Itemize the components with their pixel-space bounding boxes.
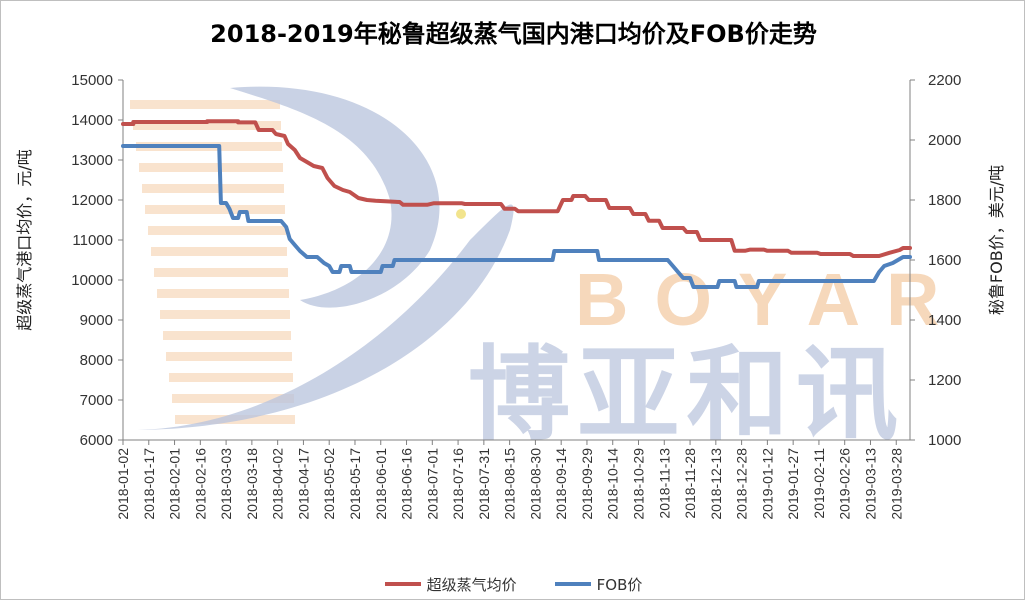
- x-tick-label: 2018-03-18: [244, 448, 260, 520]
- x-tick-label: 2019-02-11: [811, 448, 827, 519]
- x-tick-label: 2018-12-13: [708, 448, 724, 520]
- y-left-tick-label: 8000: [80, 352, 113, 369]
- x-tick-label: 2018-05-02: [321, 448, 337, 520]
- x-tick-label: 2018-09-14: [553, 448, 569, 520]
- legend-label-fob: FOB价: [596, 575, 643, 594]
- y-left-tick-label: 12000: [71, 192, 113, 209]
- x-tick-label: 2018-07-31: [476, 448, 492, 520]
- y-right-tick-label: 2000: [928, 132, 961, 149]
- watermark-brand-cn: 博亚和讯: [468, 336, 898, 455]
- chart-title: 2018-2019年秘鲁超级蒸气国内港口均价及FOB价走势: [210, 20, 817, 48]
- x-tick-label: 2018-02-01: [167, 448, 183, 520]
- watermark-stripe: [154, 268, 288, 277]
- x-tick-label: 2018-09-29: [579, 448, 595, 520]
- series-line-1: [121, 144, 912, 289]
- x-tick-label: 2018-11-28: [682, 448, 698, 519]
- x-tick-label: 2018-10-29: [631, 448, 647, 520]
- axes: [118, 79, 915, 445]
- x-tick-label: 2018-06-16: [399, 448, 415, 520]
- y-left-tick-label: 13000: [71, 152, 113, 169]
- x-tick-label: 2018-03-03: [218, 448, 234, 520]
- x-tick-label: 2019-03-28: [888, 448, 904, 520]
- watermark-stripe: [148, 226, 286, 235]
- y-right-tick-label: 1200: [928, 372, 961, 389]
- watermark-stripe: [172, 394, 294, 403]
- x-tick-label: 2019-01-12: [759, 448, 775, 520]
- x-tick-label: 2018-07-01: [424, 448, 440, 520]
- y-right-tick-label: 1600: [928, 252, 961, 269]
- x-tick-label: 2018-01-02: [115, 448, 131, 520]
- watermark-stripe: [166, 352, 292, 361]
- watermark-stripe: [145, 205, 285, 214]
- x-tick-label: 2018-01-17: [141, 448, 157, 520]
- legend-item-fob: FOB价: [554, 574, 643, 595]
- x-tick-label: 2018-06-01: [373, 448, 389, 520]
- x-tick-label: 2018-11-13: [656, 448, 672, 519]
- x-tick-label: 2018-05-17: [347, 448, 363, 520]
- series-line-0: [121, 119, 912, 258]
- tick-labels: 6000 7000 8000 9000 10000 11000 12000 13000 1400…: [71, 72, 961, 520]
- series-lines: [121, 119, 912, 289]
- x-tick-label: 2018-04-02: [270, 448, 286, 520]
- legend-swatch-red: [384, 582, 421, 586]
- y-axis-left-label: 超级蒸气港口均价，元/吨: [15, 149, 34, 330]
- watermark-swirl-bottom: [130, 204, 514, 430]
- watermark-stripe: [133, 121, 281, 130]
- watermark-stripe: [151, 247, 287, 256]
- x-tick-label: 2019-03-13: [862, 448, 878, 520]
- y-left-tick-label: 7000: [80, 392, 113, 409]
- x-tick-label: 2018-12-28: [734, 448, 750, 520]
- legend: 超级蒸气均价 FOB价: [0, 573, 1027, 595]
- watermark-stripe: [163, 331, 291, 340]
- x-tick-label: 2018-04-17: [295, 448, 311, 520]
- legend-label-steam: 超级蒸气均价: [426, 575, 517, 594]
- x-tick-label: 2018-08-15: [502, 448, 518, 520]
- watermark-swirl-top: [230, 86, 440, 308]
- watermark-stripe: [130, 100, 280, 109]
- x-tick-label: 2018-07-16: [450, 448, 466, 520]
- legend-swatch-blue: [554, 582, 591, 586]
- x-tick-label: 2019-01-27: [785, 448, 801, 520]
- watermark-stripe: [142, 184, 284, 193]
- y-left-tick-label: 11000: [72, 232, 113, 249]
- y-left-tick-label: 14000: [71, 112, 113, 129]
- x-tick-label: 2018-02-16: [192, 448, 208, 520]
- y-right-tick-label: 1400: [928, 312, 961, 329]
- watermark-dot: [456, 209, 466, 219]
- y-right-tick-label: 1800: [928, 192, 961, 209]
- watermark-stripe: [139, 163, 283, 172]
- y-left-tick-label: 15000: [71, 72, 113, 89]
- watermark-stripe: [169, 373, 293, 382]
- x-tick-label: 2018-08-30: [527, 448, 543, 520]
- y-axis-right-label: 秘鲁FOB价，美元/吨: [987, 165, 1006, 315]
- y-left-tick-label: 6000: [80, 432, 113, 449]
- watermark-stripe: [160, 310, 290, 319]
- legend-item-steam: 超级蒸气均价: [384, 574, 517, 595]
- y-right-tick-label: 2200: [928, 72, 961, 89]
- x-tick-label: 2019-02-26: [837, 448, 853, 520]
- y-left-tick-label: 9000: [80, 312, 113, 329]
- y-right-tick-label: 1000: [928, 432, 961, 449]
- watermark-brand-en: BOYAR: [575, 258, 965, 341]
- x-tick-label: 2018-10-14: [605, 448, 621, 520]
- y-left-tick-label: 10000: [71, 272, 113, 289]
- watermark-stripe: [157, 289, 289, 298]
